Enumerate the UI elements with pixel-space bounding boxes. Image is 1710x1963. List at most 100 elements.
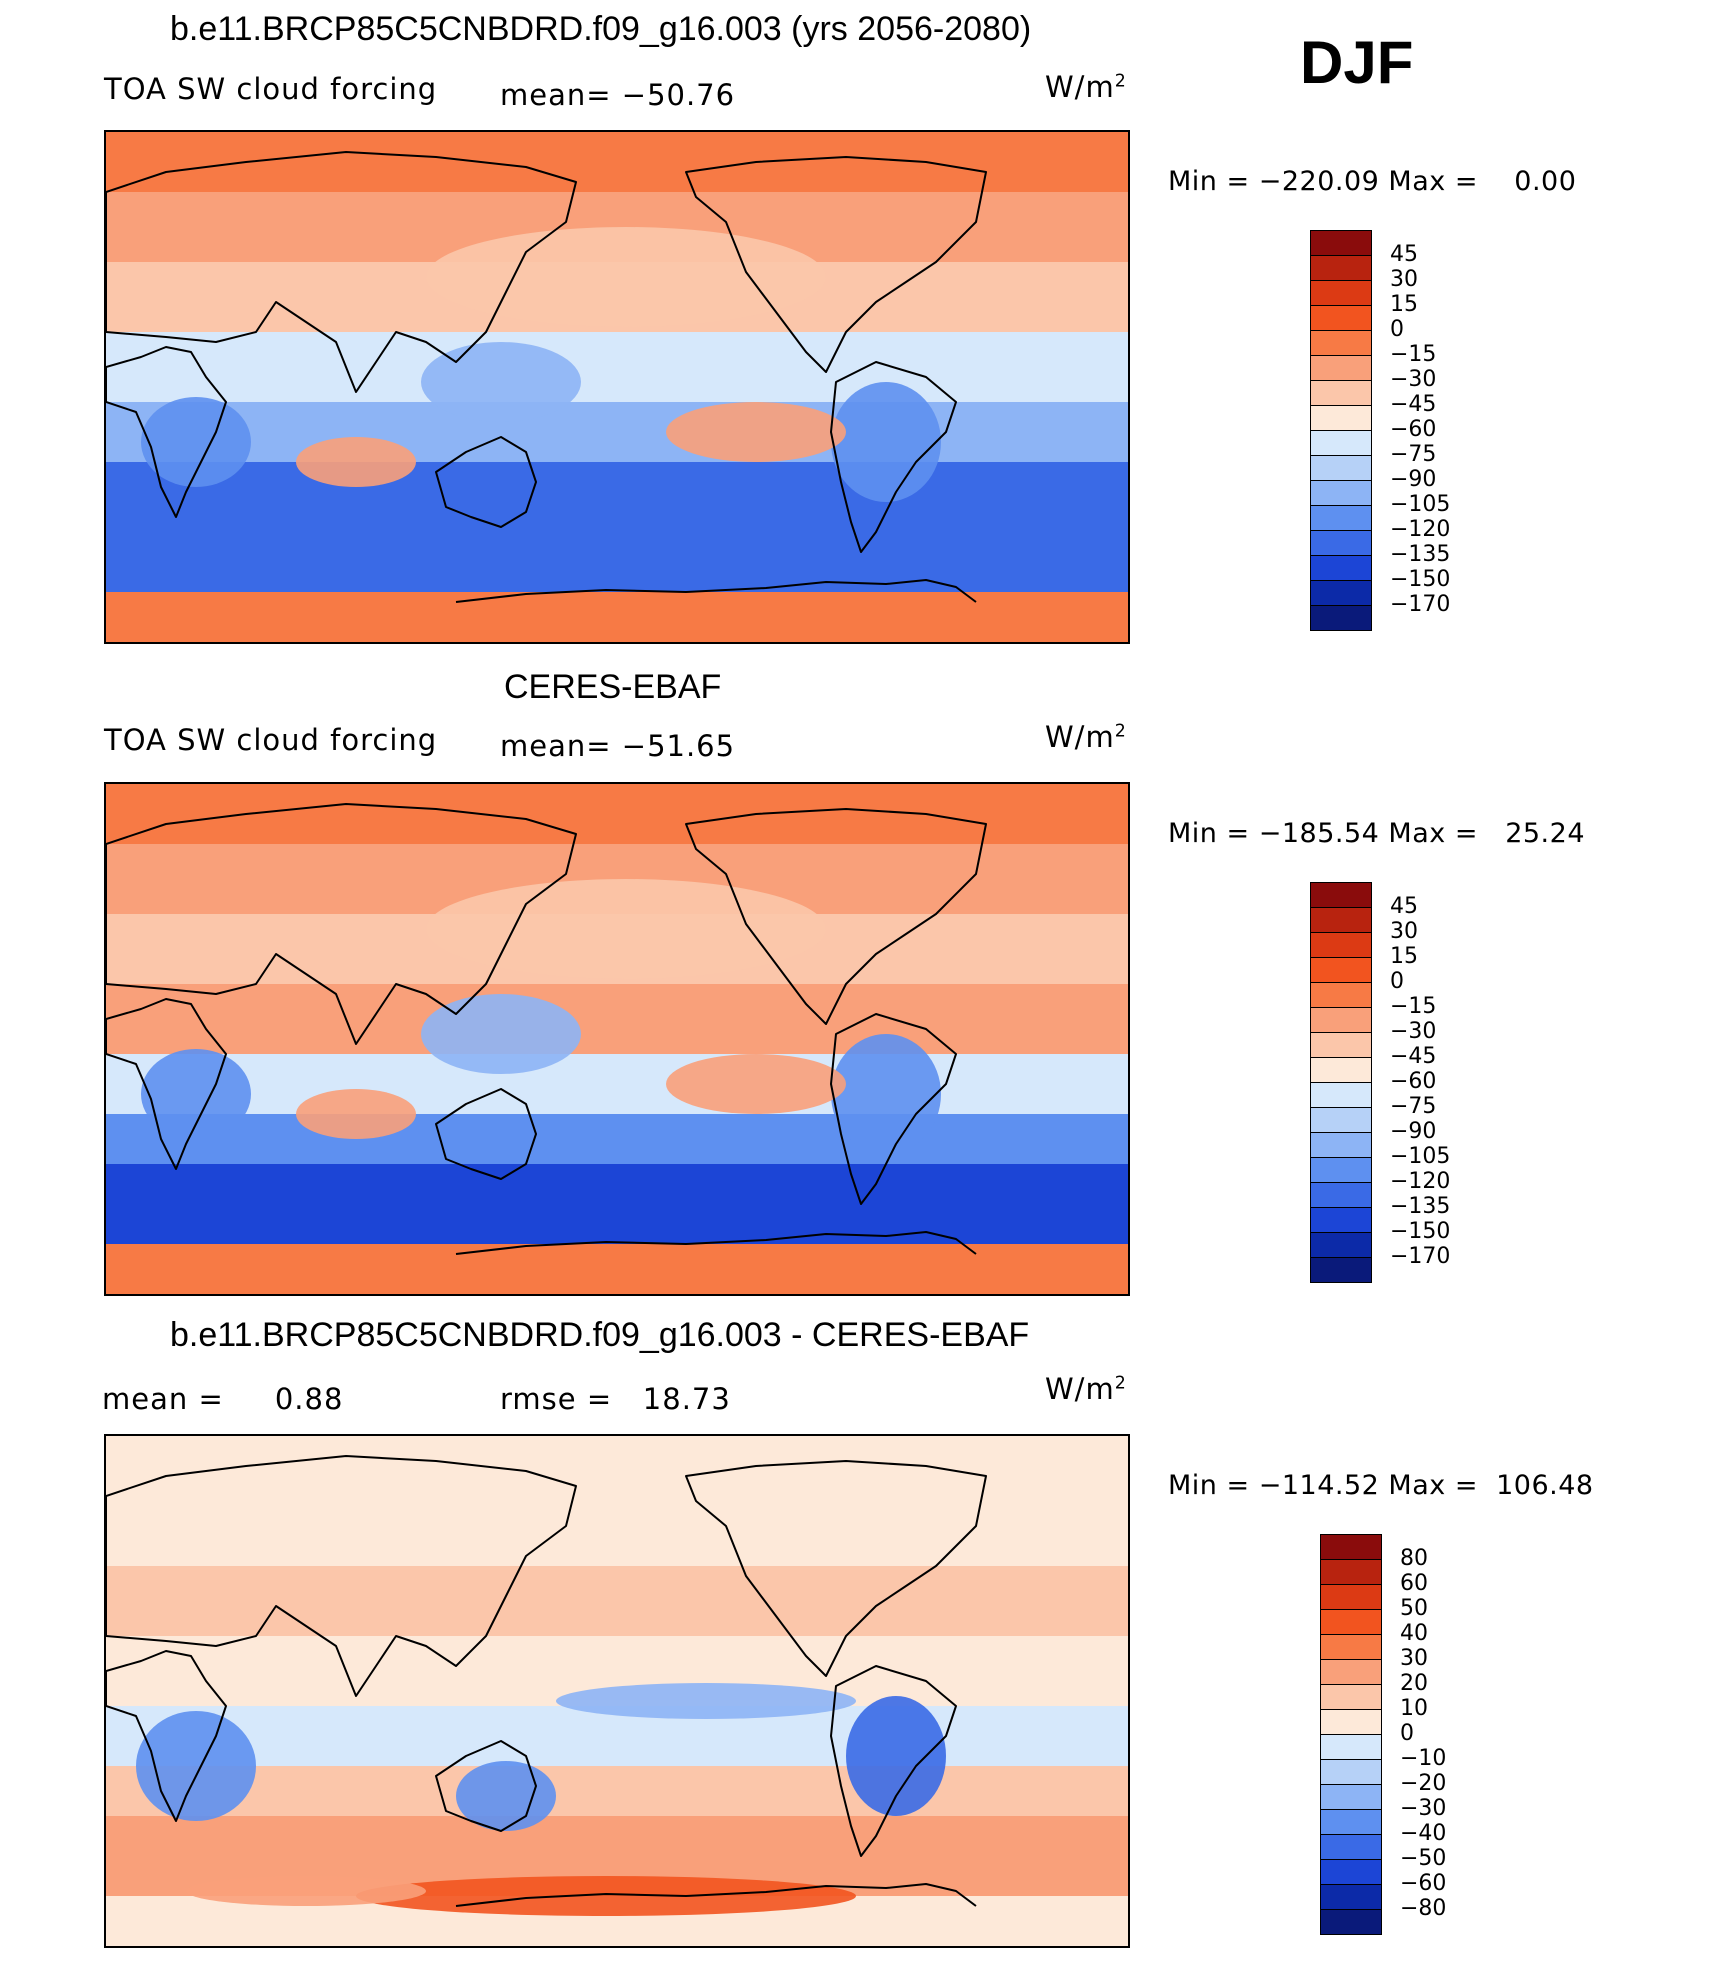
field-band	[106, 402, 1128, 462]
coastline-antarctica	[455, 579, 977, 603]
field-band	[106, 1244, 1128, 1294]
panel-3-rmse: rmse = 18.73	[500, 1382, 731, 1416]
colorbar-tick-label: −75	[1390, 442, 1437, 467]
colorbar-swatch	[1320, 1559, 1382, 1585]
colorbar-swatch	[1310, 305, 1372, 331]
field-band	[106, 1054, 1128, 1114]
field-band	[106, 1436, 1128, 1496]
coastline-africa	[106, 1650, 227, 1822]
colorbar-tick-label: 0	[1390, 317, 1404, 342]
panel-3-units: W/m2	[1045, 1372, 1127, 1406]
colorbar-tick-label: −170	[1390, 1244, 1451, 1269]
colorbar-tick-label: −60	[1400, 1871, 1447, 1896]
field-blob	[556, 1683, 856, 1719]
colorbar-tick-label: −135	[1390, 542, 1451, 567]
colorbar-swatch	[1310, 505, 1372, 531]
colorbar-swatch	[1310, 430, 1372, 456]
panel-3-min-max: Min = −114.52 Max = 106.48	[1168, 1470, 1594, 1501]
colorbar-tick-label: −40	[1400, 1821, 1447, 1846]
panel-1-map	[104, 130, 1130, 644]
panel-1-min-max: Min = −220.09 Max = 0.00	[1168, 166, 1577, 197]
colorbar-swatch	[1320, 1859, 1382, 1885]
colorbar-swatch	[1310, 1257, 1372, 1283]
coastline-eurasia	[106, 803, 577, 1045]
panel-2-mean: mean= −51.65	[500, 729, 736, 763]
colorbar-swatch	[1310, 932, 1372, 958]
field-blob	[426, 879, 826, 979]
colorbar-tick-label: −150	[1390, 1219, 1451, 1244]
colorbar-tick-label: −60	[1390, 417, 1437, 442]
field-band	[106, 1164, 1128, 1244]
colorbar-swatch	[1320, 1834, 1382, 1860]
panel-2-title: CERES-EBAF	[504, 668, 722, 706]
coastline-namerica	[685, 156, 987, 373]
panel-3-title: b.e11.BRCP85C5CNBDRD.f09_g16.003 - CERES…	[170, 1316, 1030, 1354]
field-band	[106, 592, 1128, 642]
field-band	[106, 784, 1128, 844]
colorbar-swatch	[1310, 255, 1372, 281]
field-band	[106, 1114, 1128, 1164]
colorbar-swatch	[1320, 1734, 1382, 1760]
colorbar-swatch	[1310, 1132, 1372, 1158]
colorbar-swatch	[1310, 605, 1372, 631]
colorbar-tick-label: 45	[1390, 894, 1418, 919]
colorbar-tick-label: 20	[1400, 1671, 1428, 1696]
colorbar-swatch	[1310, 530, 1372, 556]
colorbar-tick-label: −150	[1390, 567, 1451, 592]
panel-1-variable: TOA SW cloud forcing	[104, 72, 438, 106]
colorbar-swatch	[1310, 455, 1372, 481]
colorbar-tick-label: −75	[1390, 1094, 1437, 1119]
colorbar-tick-label: −105	[1390, 492, 1451, 517]
colorbar-tick-label: 30	[1400, 1646, 1428, 1671]
field-blob	[426, 227, 826, 327]
colorbar-swatch	[1310, 1232, 1372, 1258]
colorbar-swatch	[1310, 330, 1372, 356]
colorbar-swatch	[1310, 1107, 1372, 1133]
coastline-namerica	[685, 1460, 987, 1677]
colorbar-tick-label: 40	[1400, 1621, 1428, 1646]
colorbar-tick-label: −120	[1390, 1169, 1451, 1194]
colorbar-tick-label: −50	[1400, 1846, 1447, 1871]
field-blob	[296, 1089, 416, 1139]
coastline-eurasia	[106, 151, 577, 393]
colorbar-tick-label: −20	[1400, 1771, 1447, 1796]
coastline-samerica	[830, 361, 957, 553]
colorbar-swatch	[1310, 280, 1372, 306]
field-band	[106, 1566, 1128, 1636]
field-band	[106, 1496, 1128, 1566]
colorbar-swatch	[1320, 1659, 1382, 1685]
field-blob	[456, 1761, 556, 1831]
colorbar-swatch	[1320, 1759, 1382, 1785]
colorbar-swatch	[1310, 1007, 1372, 1033]
colorbar-swatch	[1310, 882, 1372, 908]
colorbar-tick-label: −90	[1390, 467, 1437, 492]
colorbar-swatch	[1320, 1784, 1382, 1810]
colorbar-tick-label: −105	[1390, 1144, 1451, 1169]
field-blob	[356, 1876, 856, 1916]
colorbar-swatch	[1320, 1909, 1382, 1935]
colorbar-swatch	[1320, 1634, 1382, 1660]
colorbar-swatch	[1310, 1207, 1372, 1233]
colorbar-tick-label: 50	[1400, 1596, 1428, 1621]
panel-3-mean: mean = 0.88	[102, 1382, 344, 1416]
colorbar-tick-label: −170	[1390, 592, 1451, 617]
field-blob	[831, 382, 941, 502]
colorbar-swatch	[1310, 1032, 1372, 1058]
field-band	[106, 984, 1128, 1054]
panel-1-title: b.e11.BRCP85C5CNBDRD.f09_g16.003 (yrs 20…	[170, 10, 1032, 48]
colorbar-swatch	[1310, 355, 1372, 381]
colorbar-swatch	[1320, 1534, 1382, 1560]
colorbar-swatch	[1310, 982, 1372, 1008]
colorbar-tick-label: −120	[1390, 517, 1451, 542]
colorbar-tick-label: −135	[1390, 1194, 1451, 1219]
colorbar-swatch	[1320, 1884, 1382, 1910]
colorbar-tick-label: −80	[1400, 1896, 1447, 1921]
panel-1-mean: mean= −50.76	[500, 78, 736, 112]
colorbar-swatch	[1310, 1082, 1372, 1108]
coastline-namerica	[685, 808, 987, 1025]
colorbar-tick-label: 30	[1390, 919, 1418, 944]
colorbar-tick-label: 0	[1400, 1721, 1414, 1746]
field-blob	[666, 1054, 846, 1114]
coastline-africa	[106, 346, 227, 518]
colorbar-tick-label: −45	[1390, 392, 1437, 417]
